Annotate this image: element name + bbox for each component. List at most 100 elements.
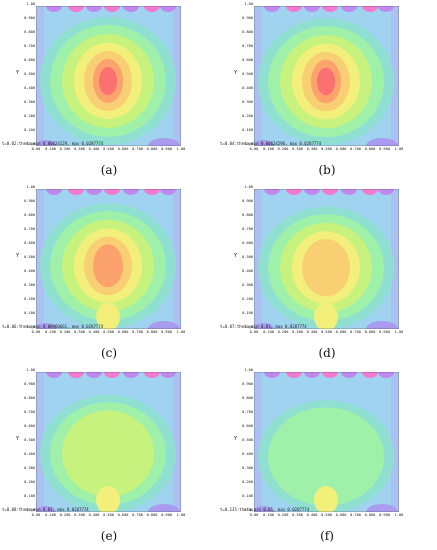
y-tick-label: 0.800 <box>242 396 253 400</box>
x-tick-label: 1.00 <box>394 330 404 334</box>
contour-boundary-spot <box>86 6 102 12</box>
panel-stats: t=0.04:theta_min 0.00624296, max 0.02877… <box>220 141 322 146</box>
x-tick-labels: 0.00 0.100 0.200 0.300 0.400 0.500 0.600 0.700 0… <box>32 147 186 153</box>
x-tick-label: 1.00 <box>394 513 404 517</box>
contour-corner-spot <box>148 504 180 512</box>
y-tick-label: 0.900 <box>242 199 253 203</box>
contour-plot <box>254 189 399 329</box>
y-tick-label: 1.00 <box>26 368 35 372</box>
y-tick-label: 0.800 <box>242 30 253 34</box>
x-tick-label: 0.800 <box>364 147 376 151</box>
x-tick-label: 0.300 <box>292 147 303 151</box>
y-tick-label: 0.100 <box>24 128 35 132</box>
x-tick-label: 0.00 <box>249 513 259 517</box>
contour-boundary-spot <box>68 189 84 195</box>
y-tick-label: 0.300 <box>24 466 35 470</box>
x-tick-label: 0.900 <box>161 147 172 151</box>
x-tick-label: 0.700 <box>350 147 361 151</box>
x-tick-label: 0.200 <box>59 513 71 517</box>
contour-boundary-spot <box>160 189 176 195</box>
x-tick-label: 0.500 <box>321 513 332 517</box>
y-tick-label: 0.900 <box>24 16 35 20</box>
y-tick-label: 1.00 <box>244 368 253 372</box>
x-tick-label: 1.00 <box>176 513 186 517</box>
x-tick-labels: 0.00 0.100 0.200 0.300 0.400 0.500 0.600 0.700 0… <box>32 330 186 336</box>
x-tick-label: 0.500 <box>103 330 114 334</box>
x-tick-label: 0.500 <box>321 330 332 334</box>
x-tick-label: 0.400 <box>88 513 100 517</box>
contour-corner-spot <box>254 140 274 146</box>
contour-boundary-spot <box>286 189 302 195</box>
panel-caption: (e) <box>100 529 118 543</box>
contour-level <box>268 407 384 506</box>
y-tick-label: 0.700 <box>24 227 35 231</box>
contour-svg <box>36 189 181 329</box>
contour-edge-right <box>173 6 181 146</box>
x-tick-label: 0.600 <box>335 147 347 151</box>
contour-boundary-spot <box>362 6 378 12</box>
x-tick-label: 0.900 <box>161 513 172 517</box>
figure-panel: 1.00 0.900 0.800 0.700 0.600 0.500 0.400 0.300 0… <box>0 0 218 183</box>
contour-boundary-spot <box>123 189 139 195</box>
x-tick-label: 0.200 <box>59 330 71 334</box>
y-tick-label: 0.400 <box>242 452 253 456</box>
y-tick-label: 0.100 <box>242 494 253 498</box>
y-tick-label: 0.300 <box>24 283 35 287</box>
x-tick-label: 0.600 <box>117 147 129 151</box>
panel-caption: (b) <box>318 163 336 177</box>
y-tick-label: 0.00 <box>26 142 35 146</box>
y-tick-label: 0.600 <box>24 58 35 62</box>
x-tick-label: 1.00 <box>176 147 186 151</box>
contour-corner-spot <box>254 506 274 512</box>
x-tick-label: 0.400 <box>306 147 318 151</box>
x-tick-label: 0.900 <box>161 330 172 334</box>
y-tick-label: 0.200 <box>24 114 35 118</box>
contour-edge-right <box>391 6 399 146</box>
y-tick-label: 0.200 <box>24 480 35 484</box>
contour-plot <box>36 6 181 146</box>
x-tick-label: 0.600 <box>335 513 347 517</box>
y-tick-label: 0.700 <box>24 410 35 414</box>
x-tick-label: 0.800 <box>146 513 158 517</box>
contour-corner-spot <box>366 321 398 329</box>
x-tick-label: 0.300 <box>292 513 303 517</box>
y-tick-label: 0.00 <box>244 325 253 329</box>
y-tick-labels: 1.00 0.900 0.800 0.700 0.600 0.500 0.400 0.300 0… <box>22 2 36 150</box>
x-tick-label: 0.900 <box>379 330 390 334</box>
contour-neck <box>314 303 338 329</box>
contour-level <box>302 238 350 297</box>
contour-edge-right <box>391 372 399 512</box>
contour-corner-spot <box>254 323 274 329</box>
panel-stats: t=0.02:theta_min 0.00624129, max 0.02877… <box>2 141 104 146</box>
y-tick-label: 0.100 <box>24 311 35 315</box>
y-tick-label: 0.400 <box>24 269 35 273</box>
figure-panel: 1.00 0.900 0.800 0.700 0.600 0.500 0.400 0.300 0… <box>218 0 436 183</box>
y-tick-label: 0.300 <box>242 283 253 287</box>
x-tick-label: 0.300 <box>74 513 85 517</box>
y-tick-label: 0.500 <box>242 438 253 442</box>
y-tick-label: 0.600 <box>242 424 253 428</box>
x-tick-label: 0.00 <box>31 330 41 334</box>
x-tick-label: 0.400 <box>306 330 318 334</box>
y-tick-label: 0.700 <box>242 227 253 231</box>
x-tick-label: 0.200 <box>277 147 289 151</box>
x-tick-labels: 0.00 0.100 0.200 0.300 0.400 0.500 0.600 0.700 0… <box>250 513 404 519</box>
contour-boundary-spot <box>378 189 394 195</box>
contour-plot <box>36 189 181 329</box>
x-tick-label: 0.800 <box>146 147 158 151</box>
y-tick-label: 0.100 <box>24 494 35 498</box>
y-tick-label: 1.00 <box>26 2 35 6</box>
y-tick-label: 0.300 <box>242 466 253 470</box>
x-tick-label: 0.900 <box>379 147 390 151</box>
x-tick-label: 0.200 <box>277 330 289 334</box>
y-tick-label: 0.100 <box>242 311 253 315</box>
x-tick-labels: 0.00 0.100 0.200 0.300 0.400 0.500 0.600 0.700 0… <box>250 330 404 336</box>
contour-edge-left <box>254 189 262 329</box>
y-tick-label: 0.600 <box>242 241 253 245</box>
contour-boundary-spot <box>160 6 176 12</box>
y-tick-label: 0.500 <box>24 255 35 259</box>
panel-stats: t=0.06:theta_min 0.00960661, max 0.02877… <box>2 324 104 329</box>
x-tick-labels: 0.00 0.100 0.200 0.300 0.400 0.500 0.600 0.700 0… <box>32 513 186 519</box>
contour-edge-left <box>36 372 44 512</box>
y-axis-label: Y <box>234 253 238 259</box>
